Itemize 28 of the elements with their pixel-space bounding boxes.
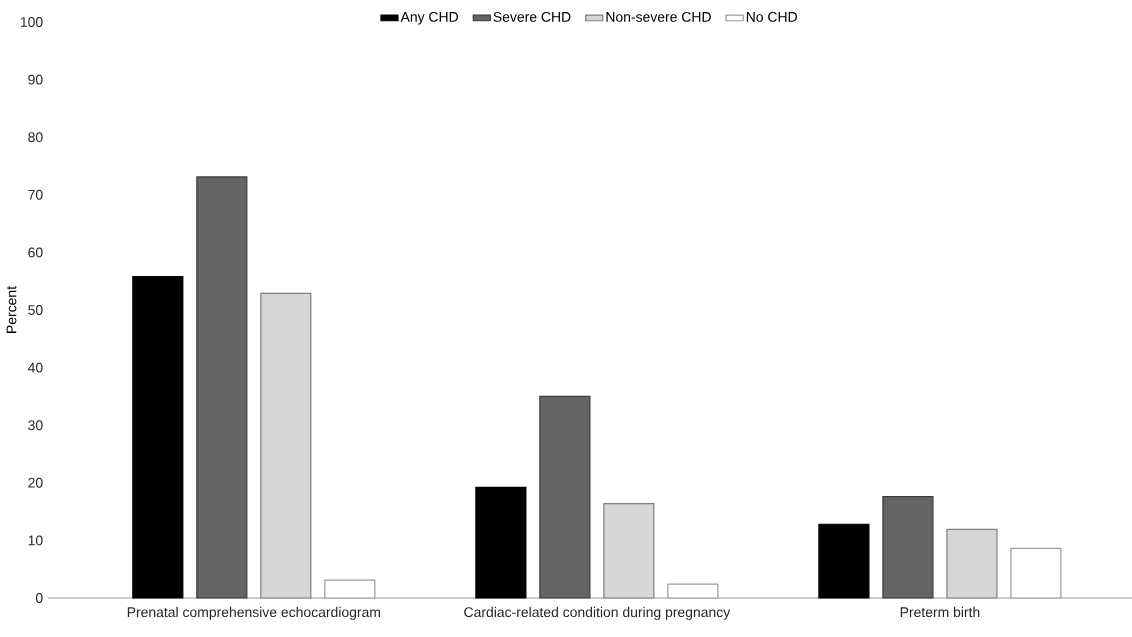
y-tick-label: 30 (28, 420, 43, 431)
y-tick-label: 80 (28, 132, 43, 143)
legend-label: Severe CHD (493, 11, 571, 22)
y-tick-label: 0 (35, 593, 43, 603)
y-tick-label: 40 (27, 362, 43, 373)
bar (260, 292, 312, 599)
y-tick-label: 60 (28, 247, 43, 258)
x-tick-label: Prenatal comprehensive echocardiogram (127, 606, 380, 620)
bar (946, 528, 998, 599)
y-tick-label: 50 (28, 305, 43, 315)
y-tick-label: 90 (28, 74, 43, 85)
bar (539, 395, 591, 599)
legend-label: Any CHD (400, 11, 459, 25)
y-tick-label: 100 (20, 17, 43, 27)
bar (196, 176, 248, 599)
y-tick-label: 70 (28, 189, 43, 200)
bar (603, 502, 655, 599)
legend-label: Non-severe CHD (606, 11, 711, 22)
x-tick-label: Cardiac-related condition during pregnancy (464, 606, 731, 620)
bar (475, 486, 527, 599)
bar (818, 523, 870, 599)
legend-label: No CHD (746, 11, 797, 22)
bar (882, 496, 934, 599)
y-tick-label: 20 (28, 477, 43, 488)
x-tick-label: Preterm birth (900, 606, 980, 618)
y-tick-label: 10 (28, 535, 43, 546)
bar (132, 275, 184, 599)
y-axis-title: Percent (6, 286, 17, 333)
